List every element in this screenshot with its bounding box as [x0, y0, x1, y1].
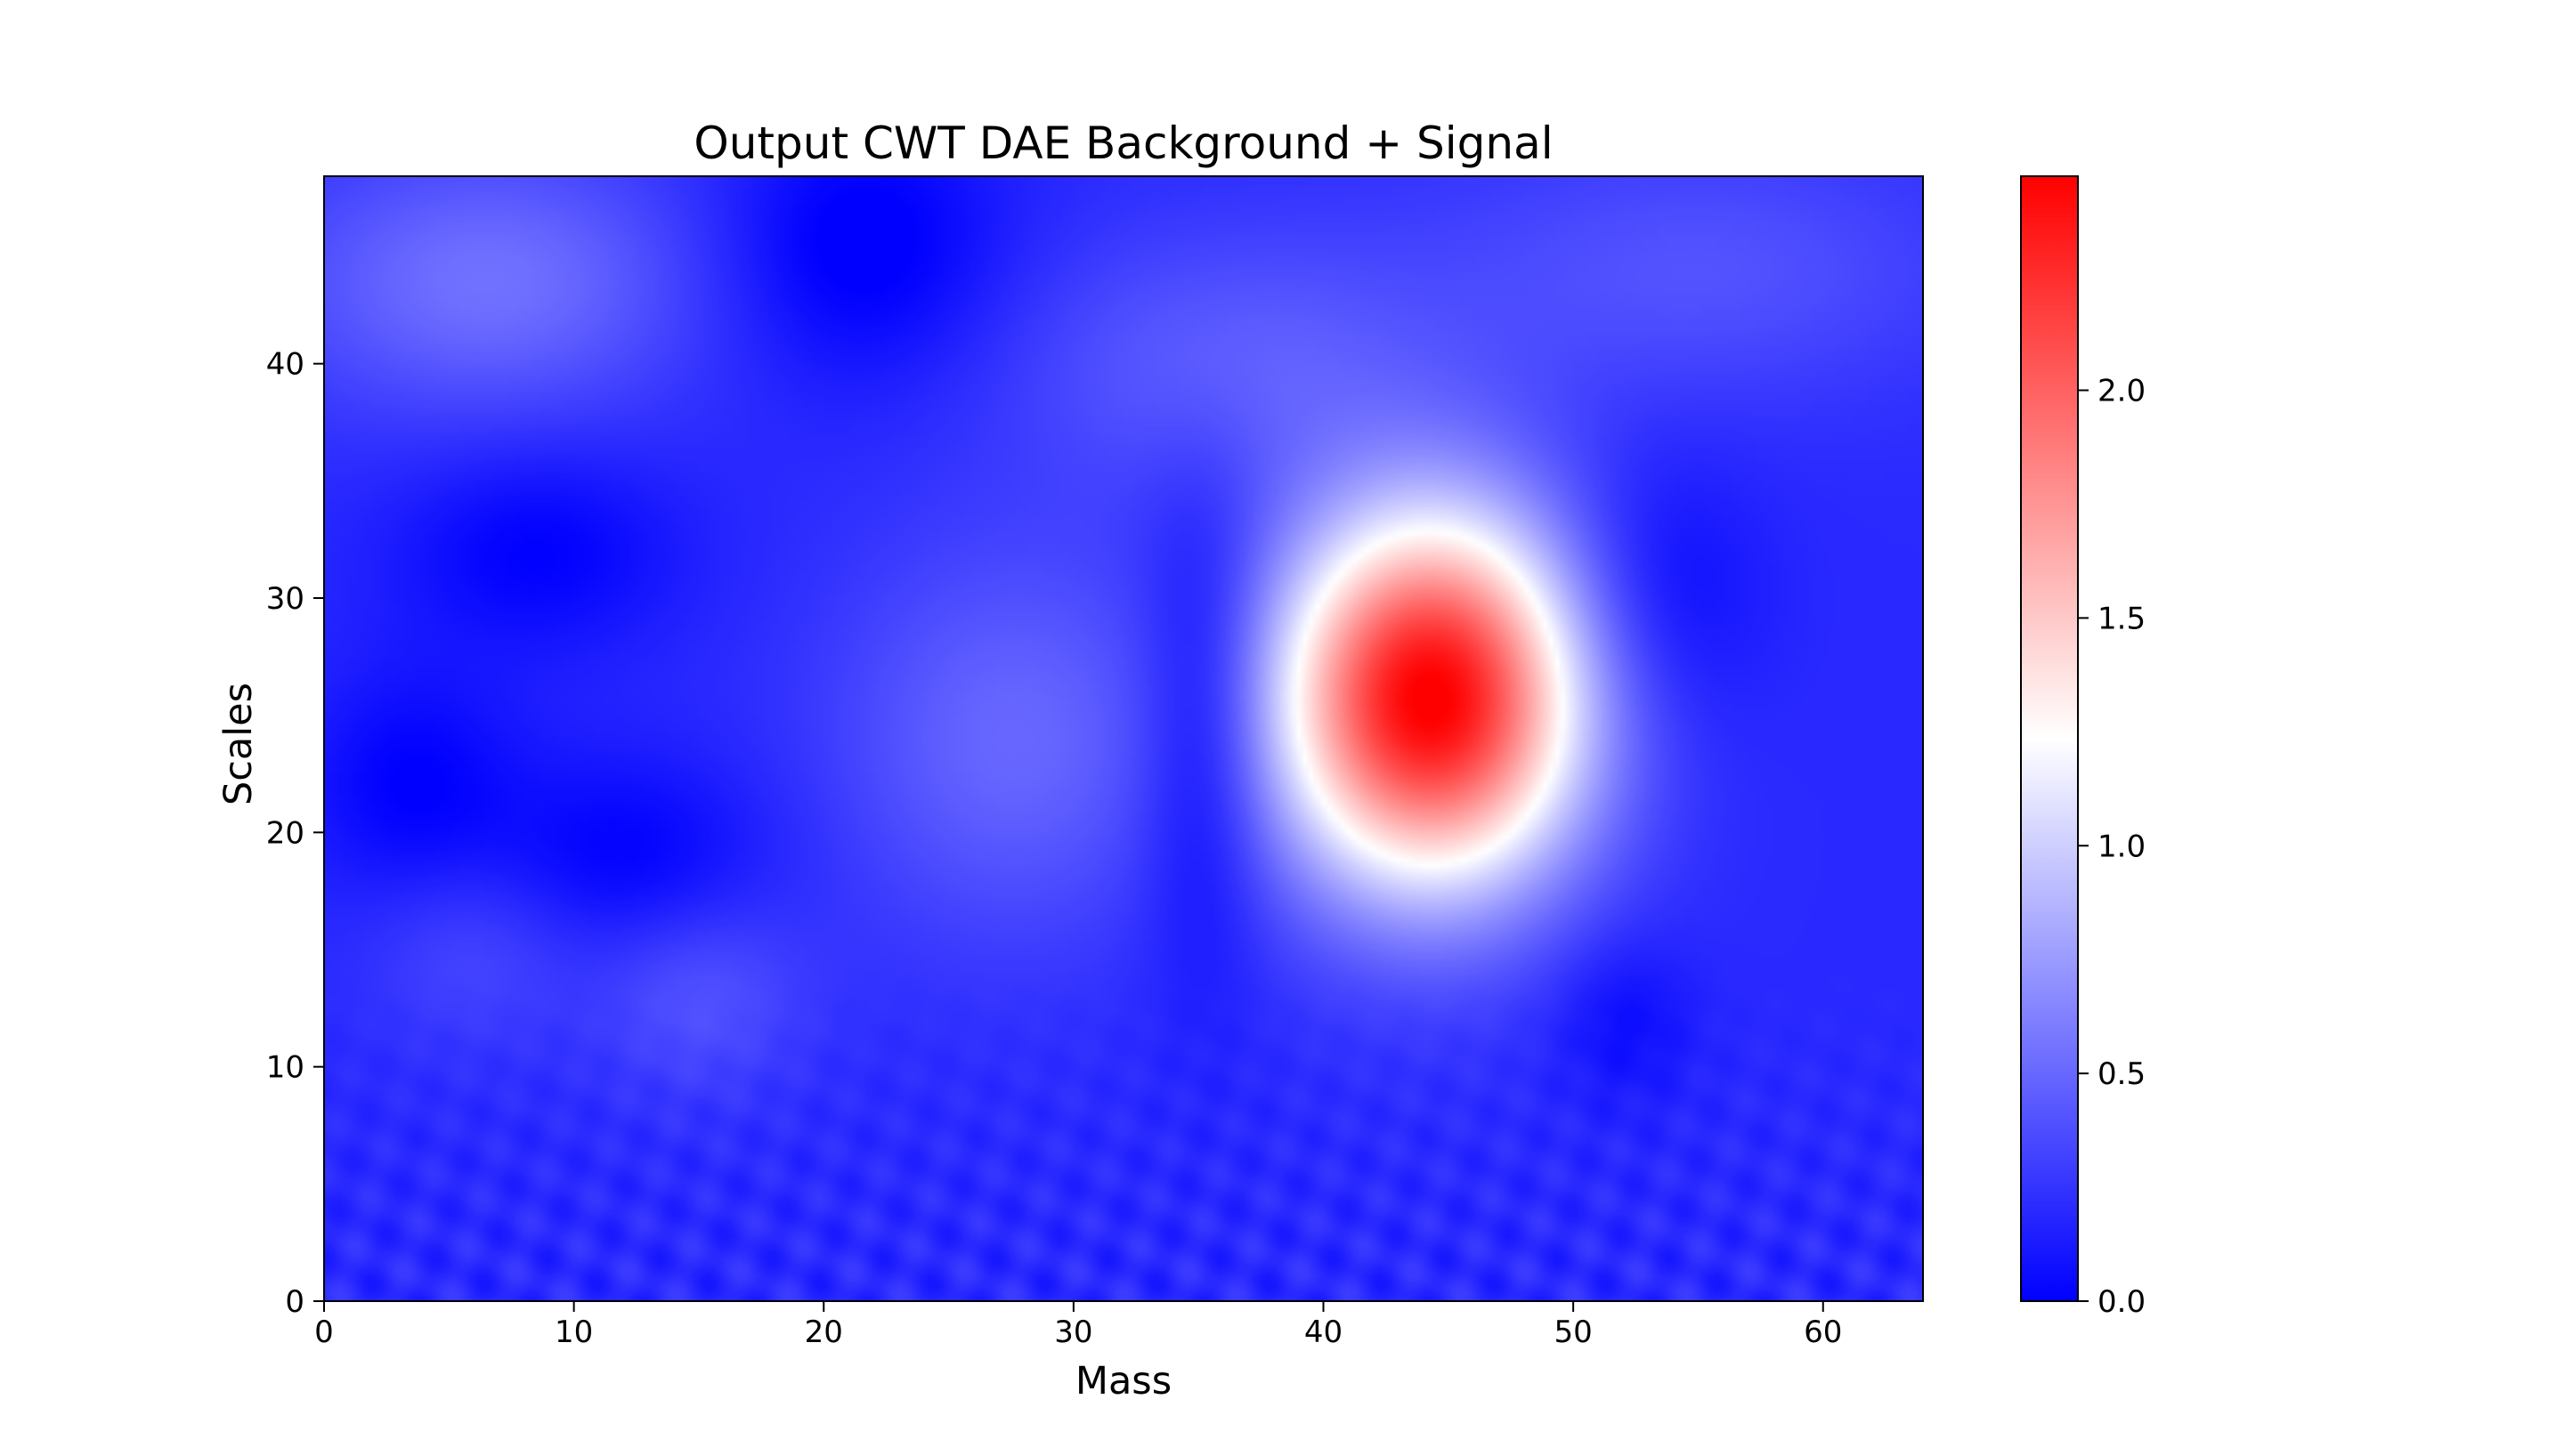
y-tick-label: 40 — [266, 347, 304, 383]
y-axis-ticks: 0 10 20 30 40 — [266, 347, 324, 1320]
colorbar-tick-label: 1.5 — [2097, 601, 2146, 636]
colorbar-tick-label: 1.0 — [2097, 829, 2146, 864]
y-tick-label: 30 — [266, 581, 304, 617]
colorbar-gradient — [2020, 175, 2079, 1302]
y-tick-label: 20 — [266, 815, 304, 851]
colorbar-tick-label: 0.0 — [2097, 1284, 2146, 1320]
plot-area — [323, 175, 1924, 1302]
x-tick-label: 30 — [1054, 1314, 1092, 1350]
x-tick-label: 20 — [805, 1314, 843, 1350]
x-tick-label: 40 — [1304, 1314, 1343, 1350]
x-tick-label: 60 — [1804, 1314, 1842, 1350]
y-axis-label: Scales — [216, 683, 261, 805]
colorbar-tick-label: 0.5 — [2097, 1056, 2146, 1092]
y-tick-label: 0 — [285, 1284, 304, 1320]
x-axis-label: Mass — [1075, 1359, 1172, 1403]
x-tick-label: 50 — [1554, 1314, 1592, 1350]
x-tick-label: 0 — [314, 1314, 334, 1350]
heatmap-image — [324, 176, 1923, 1301]
x-axis-ticks: 0 10 20 30 40 50 60 — [314, 1301, 1842, 1350]
x-tick-label: 10 — [555, 1314, 593, 1350]
chart-title: Output CWT DAE Background + Signal — [694, 117, 1553, 169]
colorbar: 0.0 0.5 1.0 1.5 2.0 — [2020, 175, 2146, 1320]
y-tick-label: 10 — [266, 1050, 304, 1086]
plot-frame — [323, 175, 1924, 1302]
colorbar-tick-label: 2.0 — [2097, 374, 2146, 409]
